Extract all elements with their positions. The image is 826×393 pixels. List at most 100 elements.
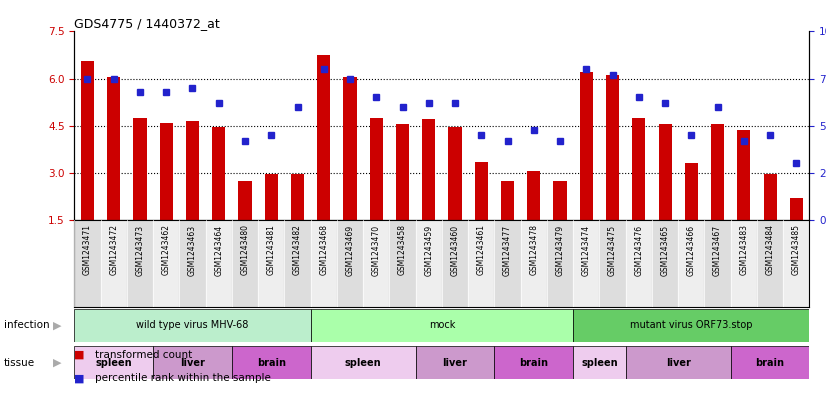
Bar [232,220,258,307]
Bar [284,220,311,307]
Bar [363,220,389,307]
Bar [475,162,488,220]
Text: GSM1243465: GSM1243465 [661,224,670,275]
Text: GSM1243463: GSM1243463 [188,224,197,275]
Bar [501,181,514,220]
Text: GSM1243470: GSM1243470 [372,224,381,275]
Bar [757,220,783,307]
Text: GSM1243471: GSM1243471 [83,224,92,275]
Bar [468,220,495,307]
Bar [317,55,330,220]
Text: liver: liver [443,358,468,367]
Bar [731,346,809,379]
Bar [101,220,127,307]
Text: GSM1243466: GSM1243466 [687,224,695,275]
Text: ▶: ▶ [53,320,61,330]
Text: infection: infection [4,320,50,330]
Bar [652,220,678,307]
Text: GSM1243484: GSM1243484 [766,224,775,275]
Bar [74,220,101,307]
Bar [731,220,757,307]
Bar [658,124,672,220]
Text: brain: brain [520,358,548,367]
Bar [415,220,442,307]
Bar [553,181,567,220]
Bar [790,198,803,220]
Text: GSM1243479: GSM1243479 [556,224,564,275]
Bar [711,124,724,220]
Text: GSM1243473: GSM1243473 [135,224,145,275]
Bar [239,181,252,220]
Bar [258,220,284,307]
Text: GSM1243467: GSM1243467 [713,224,722,275]
Text: spleen: spleen [96,358,132,367]
Bar [527,171,540,220]
Bar [179,220,206,307]
Bar [291,174,304,220]
Bar [344,77,357,220]
Bar [311,309,573,342]
Bar [232,346,311,379]
Text: GSM1243462: GSM1243462 [162,224,171,275]
Bar [495,220,520,307]
Text: GSM1243482: GSM1243482 [293,224,302,275]
Bar [212,127,225,220]
Bar [495,346,573,379]
Bar [415,346,495,379]
Text: brain: brain [756,358,785,367]
Bar [74,309,311,342]
Text: spleen: spleen [344,358,382,367]
Text: GSM1243480: GSM1243480 [240,224,249,275]
Text: GSM1243472: GSM1243472 [109,224,118,275]
Text: GSM1243474: GSM1243474 [582,224,591,275]
Bar [311,220,337,307]
Bar [159,123,173,220]
Bar [685,163,698,220]
Text: GSM1243461: GSM1243461 [477,224,486,275]
Bar [678,220,705,307]
Text: mutant virus ORF73.stop: mutant virus ORF73.stop [630,320,752,330]
Text: liver: liver [180,358,205,367]
Bar [389,220,415,307]
Text: liver: liver [666,358,691,367]
Bar [626,220,652,307]
Bar [442,220,468,307]
Text: ■: ■ [74,373,85,383]
Text: GSM1243475: GSM1243475 [608,224,617,275]
Text: GSM1243476: GSM1243476 [634,224,643,275]
Text: GSM1243485: GSM1243485 [792,224,801,275]
Text: GSM1243459: GSM1243459 [425,224,434,275]
Bar [127,220,153,307]
Bar [186,121,199,220]
Bar [81,61,94,220]
Text: GSM1243469: GSM1243469 [345,224,354,275]
Bar [107,77,121,220]
Bar [153,346,232,379]
Text: brain: brain [257,358,286,367]
Text: percentile rank within the sample: percentile rank within the sample [95,373,271,383]
Text: GSM1243477: GSM1243477 [503,224,512,275]
Text: GSM1243468: GSM1243468 [320,224,328,275]
Text: tissue: tissue [4,358,36,367]
Text: mock: mock [429,320,455,330]
Bar [449,127,462,220]
Bar [370,118,382,220]
Bar [738,130,750,220]
Bar [606,75,620,220]
Text: GSM1243464: GSM1243464 [214,224,223,275]
Bar [74,346,153,379]
Bar [396,124,409,220]
Bar [600,220,626,307]
Bar [520,220,547,307]
Bar [783,220,809,307]
Text: GDS4775 / 1440372_at: GDS4775 / 1440372_at [74,17,220,30]
Bar [573,309,809,342]
Bar [337,220,363,307]
Bar [264,174,278,220]
Text: ■: ■ [74,350,85,360]
Bar [547,220,573,307]
Text: transformed count: transformed count [95,350,192,360]
Bar [573,346,626,379]
Text: spleen: spleen [582,358,618,367]
Text: GSM1243481: GSM1243481 [267,224,276,275]
